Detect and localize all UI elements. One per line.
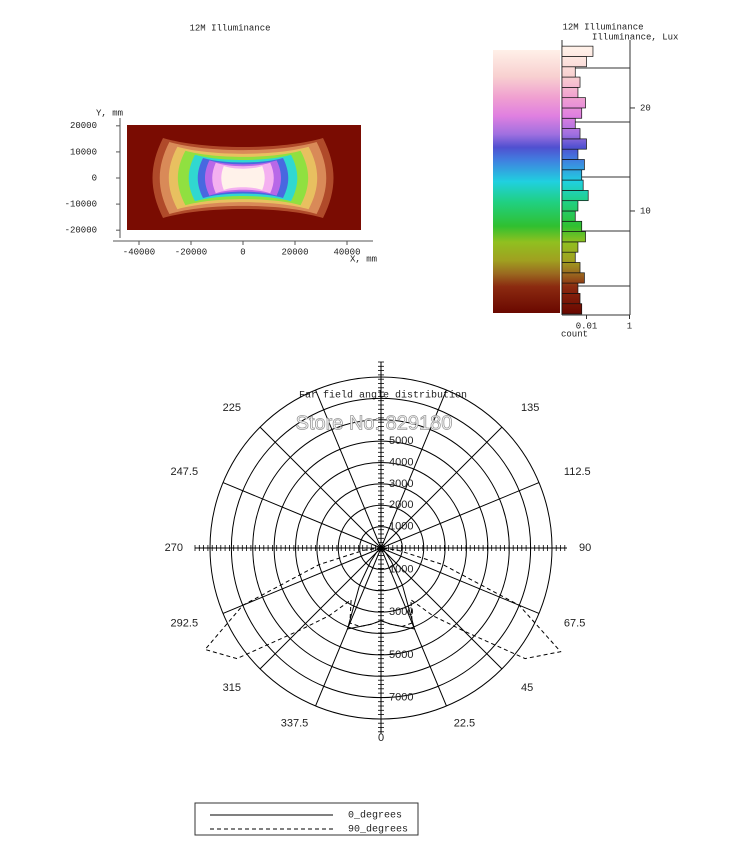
x-tick-label: 20000 <box>281 247 308 257</box>
r-tick-label: 3000 <box>389 606 413 618</box>
angle-tick-label: 67.5 <box>564 618 585 630</box>
bar <box>561 190 589 202</box>
bar <box>561 45 594 57</box>
spoke <box>315 389 382 549</box>
y-tick-label: 0 <box>92 173 97 183</box>
bar <box>561 200 579 212</box>
chart-title: 12M Illuminance <box>189 23 270 33</box>
bar <box>561 220 583 232</box>
angle-tick-label: 292.5 <box>171 618 199 630</box>
angle-tick-label: 0 <box>378 732 384 744</box>
bar <box>561 241 579 253</box>
bar <box>561 293 581 305</box>
watermark: Store No: 829180 <box>296 412 453 434</box>
spoke <box>380 389 447 549</box>
histogram-panel: 12M Illuminance Illuminance, Lux count 1… <box>493 22 678 339</box>
bar <box>561 251 576 263</box>
y-axis-label: Y, mm <box>96 108 123 118</box>
level <box>221 166 265 190</box>
angle-tick-label: 112.5 <box>564 466 591 478</box>
bar <box>561 117 576 129</box>
spoke <box>380 482 540 549</box>
r-tick-label: 3000 <box>389 478 413 490</box>
bar <box>561 179 584 191</box>
spoke <box>380 547 540 614</box>
bar <box>561 87 579 99</box>
r-tick-label: 4000 <box>389 456 413 468</box>
x-axis-label: X, mm <box>350 254 377 264</box>
bar <box>561 210 576 222</box>
heatmap-panel: 12M Illuminance Y, mm X, mm -40000 -20000… <box>65 23 377 264</box>
x-tick-label: 40000 <box>333 247 360 257</box>
legend: 0_degrees 90_degrees <box>194 802 419 836</box>
r-tick-label: 5000 <box>389 435 413 447</box>
bar <box>561 66 576 78</box>
bar <box>561 128 581 140</box>
series-line <box>204 547 562 660</box>
y-tick-label: 20 <box>640 103 651 113</box>
polar-curves <box>204 547 562 660</box>
y-axis-label: Illuminance, Lux <box>592 32 678 42</box>
bar <box>561 148 579 160</box>
angle-tick-label: 315 <box>223 682 241 694</box>
spoke <box>380 547 503 670</box>
bar <box>561 76 581 88</box>
bar <box>561 97 586 109</box>
bar <box>561 56 587 68</box>
legend-box <box>194 802 419 836</box>
chart-title: 12M Illuminance <box>562 22 643 32</box>
angle-tick-label: 270 <box>165 542 183 554</box>
spoke <box>259 426 382 549</box>
r-tick-label: 1000 <box>389 521 413 533</box>
bar <box>561 282 579 294</box>
series-line <box>346 547 416 630</box>
r-tick-label: 5000 <box>389 649 413 661</box>
chart-title: Far field angle distribution <box>299 390 467 402</box>
bar <box>561 303 583 315</box>
angle-tick-label: 45 <box>521 682 533 694</box>
angle-tick-label: 337.5 <box>281 717 309 729</box>
legend-label: 0_degrees <box>348 810 402 822</box>
angle-tick-label: 225 <box>223 402 241 414</box>
heatmap-field <box>152 138 334 218</box>
r-tick-label: 2000 <box>389 499 413 511</box>
y-tick-label: 10 <box>640 206 651 216</box>
spoke <box>222 547 382 614</box>
r-tick-label: 7000 <box>389 692 413 704</box>
legend-label: 90_degrees <box>348 824 408 836</box>
colorbar <box>493 50 560 313</box>
x-tick-label: 1 <box>627 321 632 331</box>
angle-tick-label: 22.5 <box>454 717 475 729</box>
y-tick-label: 10000 <box>70 147 97 157</box>
bar <box>561 231 586 243</box>
x-tick-label: -20000 <box>175 247 207 257</box>
y-tick-label: 20000 <box>70 121 97 131</box>
angle-tick-label: 135 <box>521 402 539 414</box>
y-tick-label: -20000 <box>65 226 97 236</box>
bar <box>561 159 585 171</box>
spoke <box>222 482 382 549</box>
x-tick-label: 0.01 <box>576 321 598 331</box>
bar <box>561 272 585 284</box>
bar <box>561 107 583 119</box>
angle-tick-label: 247.5 <box>171 466 199 478</box>
angle-tick-label: 90 <box>579 542 591 554</box>
spoke <box>259 547 382 670</box>
x-tick-label: 0 <box>240 247 245 257</box>
bar <box>561 262 581 274</box>
bar <box>561 138 587 150</box>
r-tick-label: 1000 <box>389 563 413 575</box>
bar <box>561 169 583 181</box>
y-tick-label: -10000 <box>65 199 97 209</box>
x-tick-label: -40000 <box>123 247 155 257</box>
x-axis-label: count <box>561 329 588 339</box>
spoke <box>380 426 503 549</box>
polar-panel: Far field angle distribution 0 22.5 45 67.5… <box>165 361 591 744</box>
